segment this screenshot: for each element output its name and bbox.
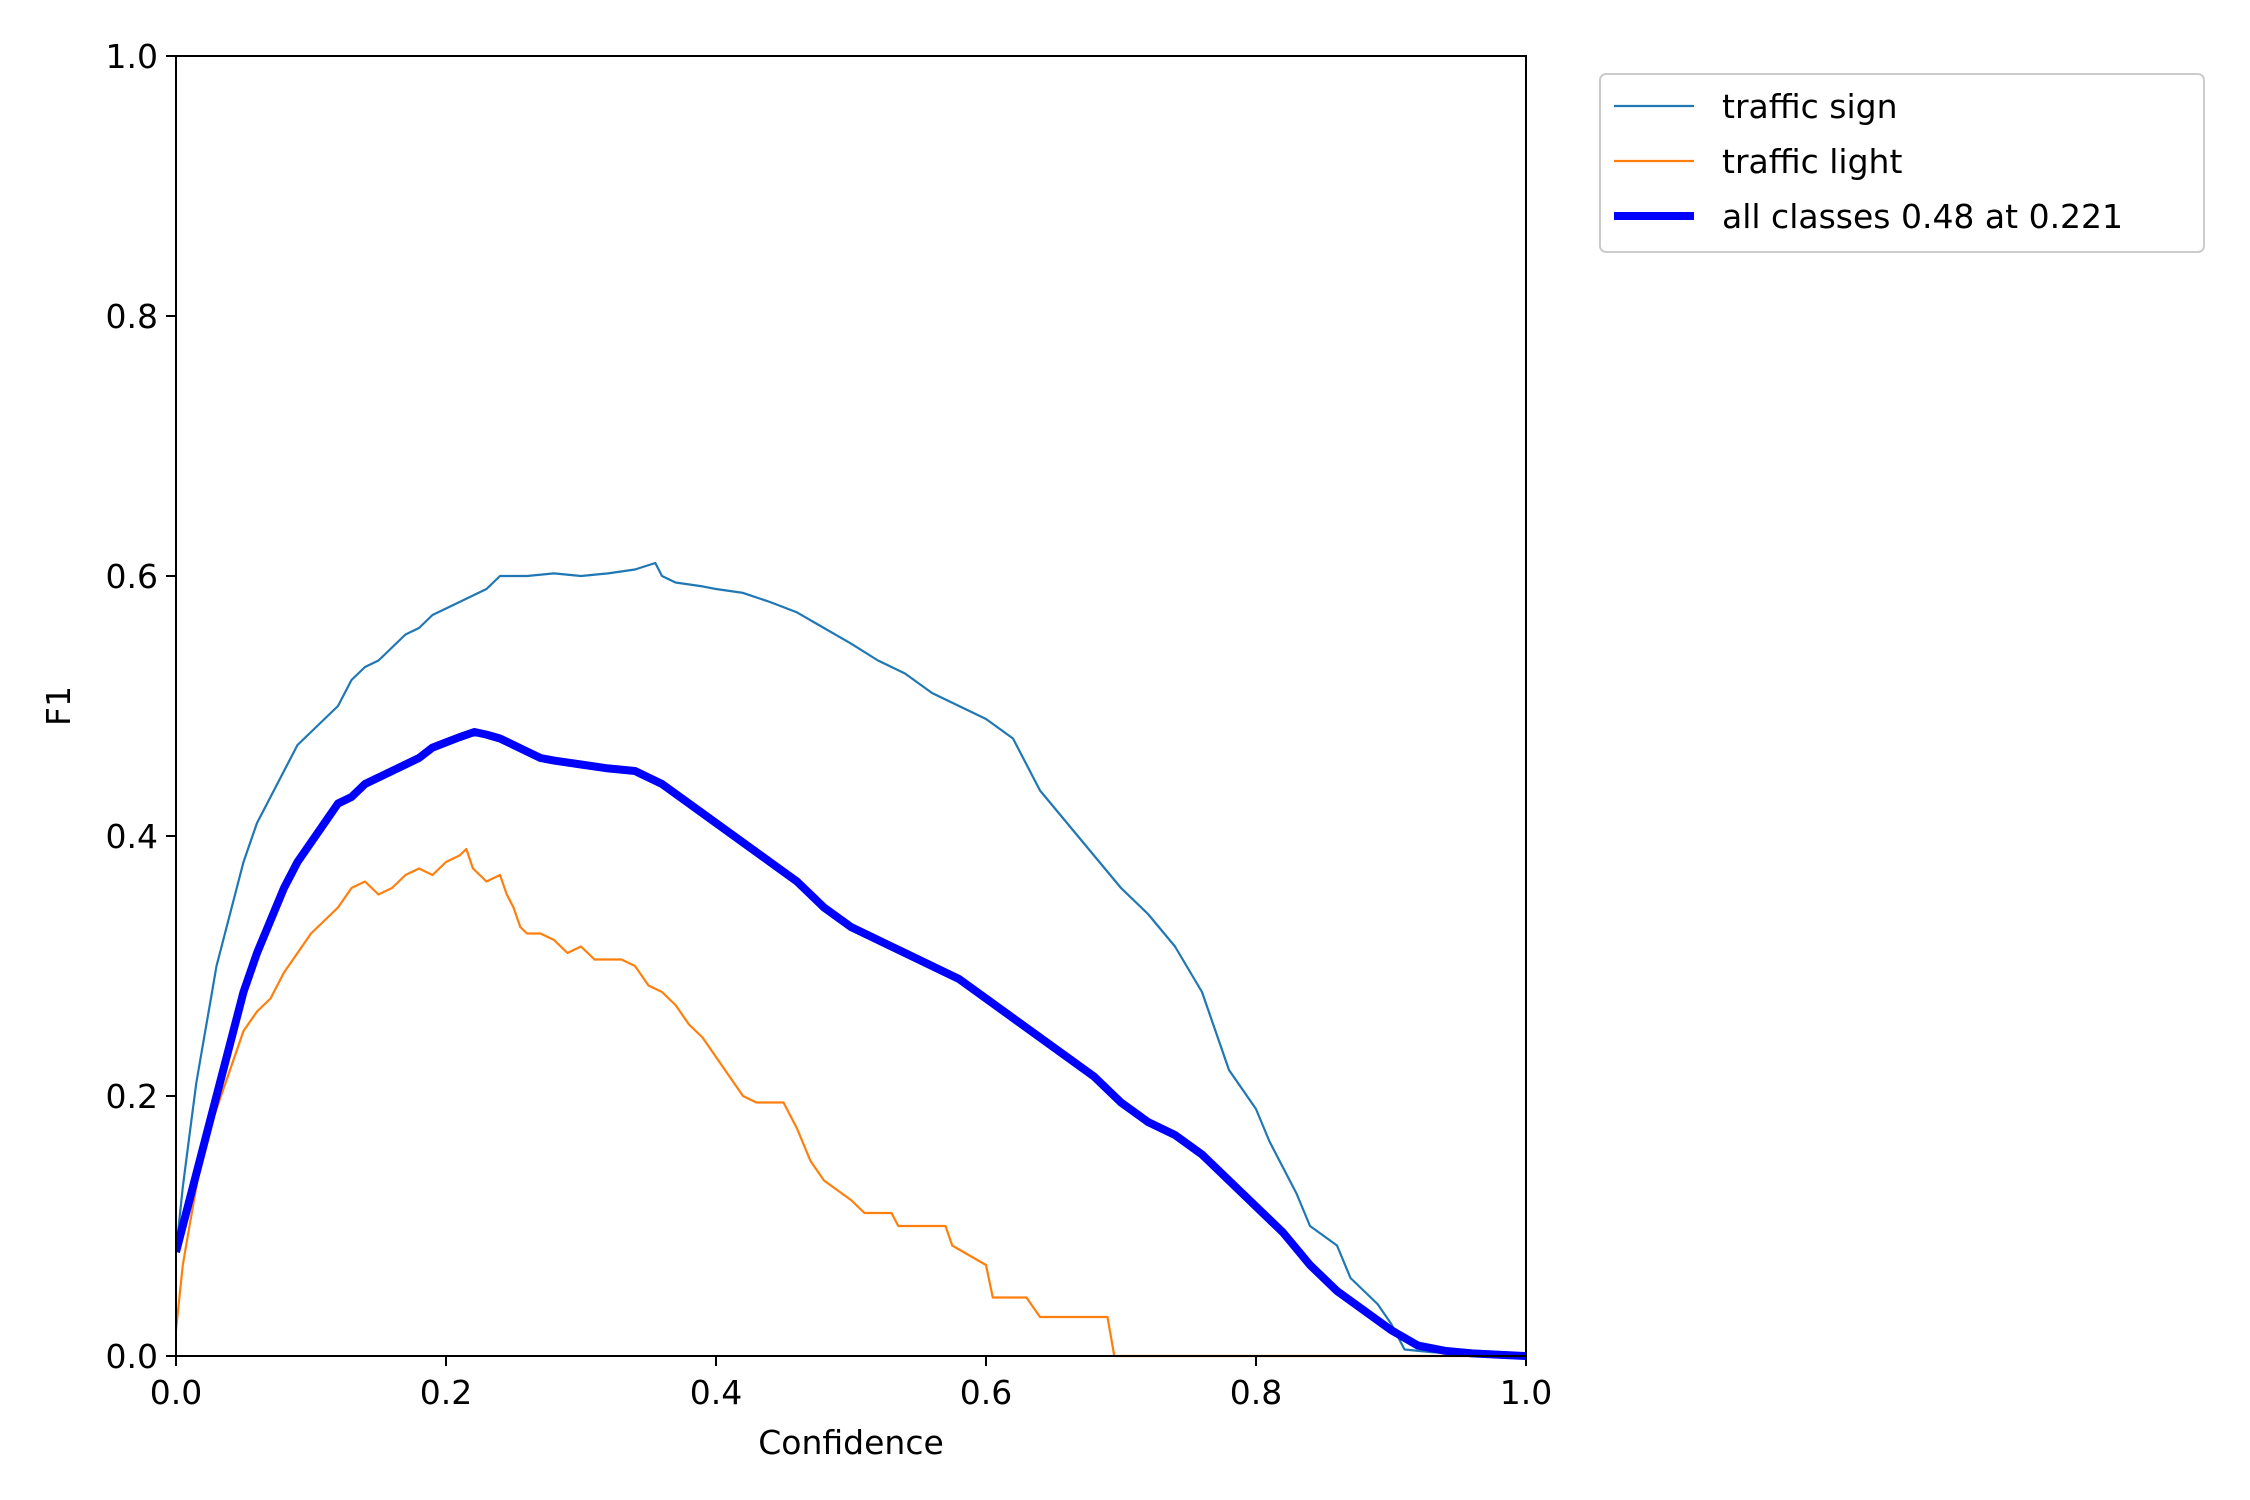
plot-area	[175, 55, 1527, 1360]
x-tick-label: 0.8	[1230, 1373, 1282, 1412]
legend-label-3: all classes 0.48 at 0.221	[1722, 197, 2123, 236]
y-tick-label: 0.4	[106, 817, 158, 856]
legend: traffic sign traffic light all classes 0.4…	[1599, 73, 2205, 253]
series-line-1	[176, 561, 1526, 1358]
x-tick-label: 0.2	[420, 1373, 472, 1412]
y-axis-label: F1	[39, 686, 78, 726]
legend-label-2: traffic light	[1722, 142, 1902, 181]
x-axis-label: Confidence	[758, 1423, 944, 1462]
y-tick-label: 0.6	[106, 557, 158, 596]
x-tick-label: 0.4	[690, 1373, 742, 1412]
y-tick-label: 0.0	[106, 1337, 158, 1376]
y-tick-label: 0.8	[106, 297, 158, 336]
x-tick-label: 0.6	[960, 1373, 1012, 1412]
legend-frame	[1599, 73, 2205, 253]
x-tick-label: 1.0	[1500, 1373, 1552, 1412]
x-tick-label: 0.0	[150, 1373, 202, 1412]
y-axis: 0.0 0.2 0.4 0.6 0.8 1.0	[106, 37, 176, 1376]
plot-frame	[175, 55, 1527, 1357]
series-line-2	[176, 847, 1526, 1358]
legend-label-1: traffic sign	[1722, 87, 1898, 126]
y-tick-label: 0.2	[106, 1077, 158, 1116]
series-line-3	[176, 728, 1526, 1360]
x-axis: 0.0 0.2 0.4 0.6 0.8 1.0	[150, 1356, 1552, 1412]
y-tick-label: 1.0	[106, 37, 158, 76]
